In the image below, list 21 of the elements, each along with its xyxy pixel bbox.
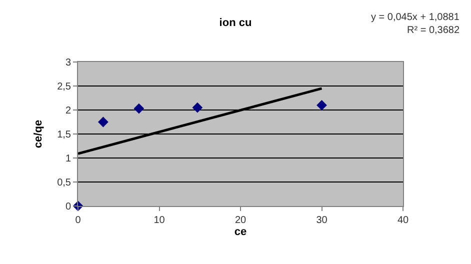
y-axis-title: ce/qe [32,120,45,148]
point [316,100,327,110]
point [98,116,108,128]
x-axis-title: ce [234,226,247,238]
y-tick-label: 0,5 [57,178,72,188]
x-tick-label: 40 [397,215,409,226]
x-tick-label: 20 [234,215,246,226]
y-tick-label: 2,5 [57,82,72,92]
x-tick-label: 0 [75,215,82,226]
y-tick-label: 3 [65,58,72,68]
y-tick-label: 0 [65,202,72,212]
chart-title: ion cu [219,17,252,30]
x-tick-label: 30 [316,215,328,226]
y-tick-label: 1,5 [57,130,72,140]
y-tick-label: 2 [65,106,72,116]
text: y = 0,045x + 1,0881 [371,12,460,23]
point [192,102,203,113]
text: R² = 0,3682 [407,25,460,36]
point [134,103,144,114]
x-tick-label: 10 [154,215,166,226]
y-tick-label: 1 [65,154,72,164]
